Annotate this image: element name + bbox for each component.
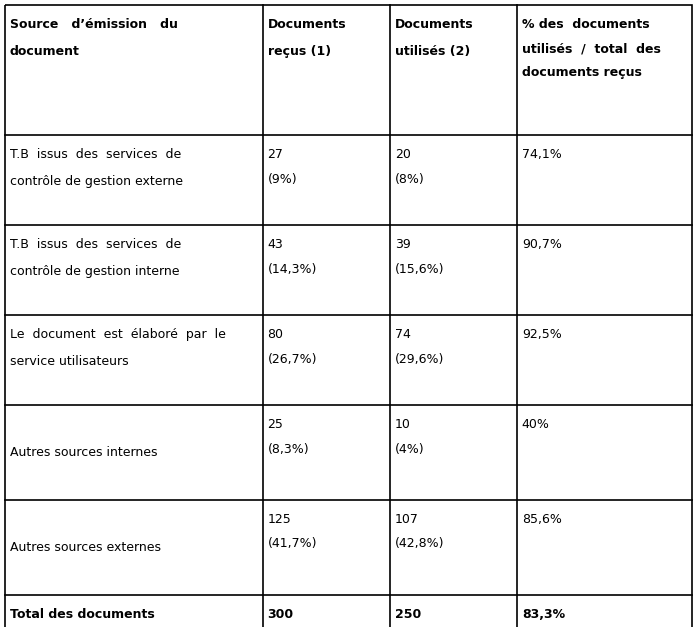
- Text: contrôle de gestion interne: contrôle de gestion interne: [10, 265, 180, 278]
- Text: document: document: [10, 45, 80, 58]
- Text: Total des documents: Total des documents: [10, 608, 155, 621]
- Text: (26,7%): (26,7%): [268, 352, 317, 366]
- Text: (14,3%): (14,3%): [268, 263, 317, 275]
- Text: (4%): (4%): [395, 443, 424, 455]
- Text: 40%: 40%: [522, 418, 550, 431]
- Text: utilisés (2): utilisés (2): [395, 45, 470, 58]
- Text: (15,6%): (15,6%): [395, 263, 444, 275]
- Text: Documents: Documents: [395, 18, 473, 31]
- Text: 90,7%: 90,7%: [522, 238, 562, 251]
- Text: utilisés  /  total  des: utilisés / total des: [522, 42, 661, 55]
- Text: contrôle de gestion externe: contrôle de gestion externe: [10, 175, 183, 188]
- Text: reçus (1): reçus (1): [268, 45, 331, 58]
- Text: (8,3%): (8,3%): [268, 443, 309, 455]
- Text: documents reçus: documents reçus: [522, 66, 642, 79]
- Text: (9%): (9%): [268, 172, 297, 186]
- Text: T.B  issus  des  services  de: T.B issus des services de: [10, 149, 181, 161]
- Text: Documents: Documents: [268, 18, 346, 31]
- Text: (29,6%): (29,6%): [395, 352, 444, 366]
- Text: 43: 43: [268, 238, 284, 251]
- Text: 83,3%: 83,3%: [522, 608, 565, 621]
- Text: (41,7%): (41,7%): [268, 537, 317, 551]
- Text: Autres sources internes: Autres sources internes: [10, 446, 158, 459]
- Text: (8%): (8%): [395, 172, 424, 186]
- Text: 92,5%: 92,5%: [522, 329, 562, 341]
- Text: 125: 125: [268, 514, 291, 527]
- Text: Source   d’émission   du: Source d’émission du: [10, 18, 178, 31]
- Text: T.B  issus  des  services  de: T.B issus des services de: [10, 238, 181, 251]
- Text: 300: 300: [268, 608, 293, 621]
- Text: 250: 250: [395, 608, 421, 621]
- Text: Autres sources externes: Autres sources externes: [10, 541, 161, 554]
- Text: 74: 74: [395, 329, 411, 341]
- Text: % des  documents: % des documents: [522, 18, 650, 31]
- Text: 107: 107: [395, 514, 419, 527]
- Text: 80: 80: [268, 329, 284, 341]
- Text: Le  document  est  élaboré  par  le: Le document est élaboré par le: [10, 329, 226, 341]
- Text: 10: 10: [395, 418, 411, 431]
- Text: service utilisateurs: service utilisateurs: [10, 356, 129, 368]
- Text: 74,1%: 74,1%: [522, 149, 562, 161]
- Text: 20: 20: [395, 149, 411, 161]
- Text: 85,6%: 85,6%: [522, 514, 562, 527]
- Text: (42,8%): (42,8%): [395, 537, 444, 551]
- Text: 39: 39: [395, 238, 411, 251]
- Text: 27: 27: [268, 149, 284, 161]
- Text: 25: 25: [268, 418, 284, 431]
